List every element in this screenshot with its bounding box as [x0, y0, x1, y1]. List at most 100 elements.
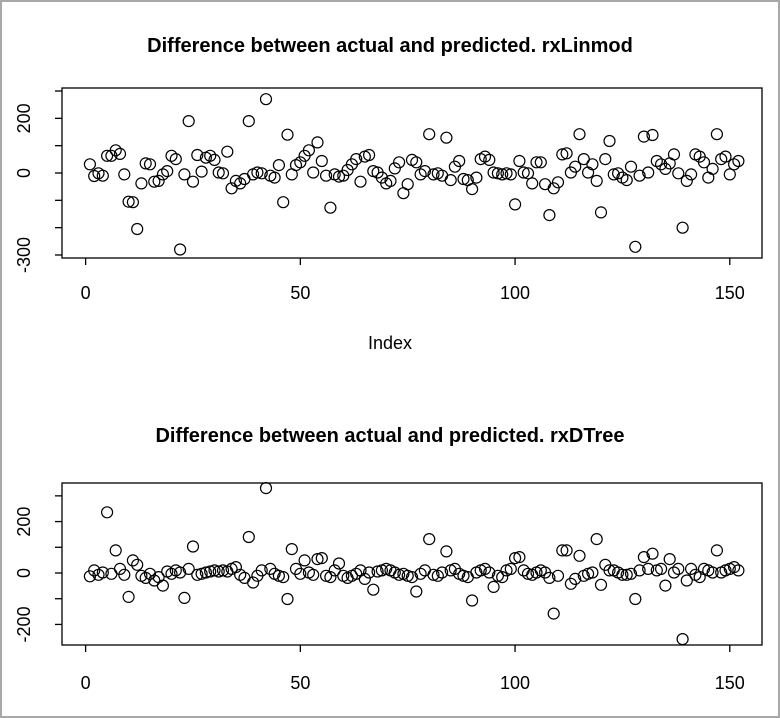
x-tick-label: 150 [715, 283, 745, 303]
data-point [547, 607, 560, 620]
data-point [440, 131, 453, 144]
data-point [478, 562, 492, 576]
data-point [216, 564, 230, 577]
data-point [573, 128, 586, 141]
data-point [710, 544, 724, 557]
data-point [427, 168, 440, 181]
plot-box [61, 482, 763, 646]
chart-title-rxdtree: Difference between actual and predicted.… [155, 425, 625, 447]
data-point [212, 565, 225, 578]
data-point [654, 158, 668, 171]
data-point [560, 544, 573, 557]
data-point [697, 156, 711, 169]
data-point [551, 176, 565, 189]
data-point [216, 167, 230, 180]
data-point [285, 542, 298, 556]
data-point [174, 566, 187, 579]
data-point [371, 565, 384, 578]
x-tick-label: 100 [500, 283, 530, 303]
data-point [268, 171, 281, 184]
data-point [659, 579, 672, 592]
data-point [663, 552, 676, 566]
data-point [530, 156, 543, 169]
data-point [311, 552, 324, 566]
data-point [642, 562, 655, 576]
data-point [466, 594, 479, 607]
data-point [457, 172, 470, 186]
data-point [298, 554, 311, 567]
data-point [139, 157, 152, 170]
data-point [624, 567, 638, 580]
data-point [560, 147, 573, 160]
data-point [259, 93, 273, 106]
data-point [594, 206, 608, 219]
data-point [470, 171, 483, 184]
x-tick-label: 0 [81, 283, 91, 303]
data-point [251, 166, 264, 179]
data-point [521, 167, 535, 180]
data-point [191, 148, 204, 162]
data-point [556, 148, 569, 161]
data-point [629, 592, 642, 606]
x-axis-label-index: Index [367, 333, 413, 353]
x-tick-label: 100 [500, 673, 530, 693]
data-point [624, 160, 638, 173]
data-point [126, 554, 139, 567]
data-point [526, 177, 539, 190]
data-point [586, 566, 599, 579]
chart-title-rxlinmod: Difference between actual and predicted.… [147, 35, 633, 57]
data-point [350, 153, 363, 166]
data-point [324, 201, 337, 214]
data-point [358, 572, 371, 586]
data-point [109, 144, 122, 157]
data-point [423, 532, 436, 546]
data-point [156, 168, 169, 181]
data-point [496, 168, 509, 181]
data-point [667, 148, 681, 161]
data-point [702, 171, 715, 184]
data-point [483, 153, 496, 166]
y-tick-label: -200 [14, 606, 34, 642]
data-point [131, 222, 144, 236]
plot-box [61, 87, 763, 259]
data-point [143, 158, 157, 171]
data-point [732, 564, 745, 577]
data-point [401, 178, 414, 191]
data-point [637, 130, 651, 143]
data-point [363, 148, 376, 162]
data-point [148, 175, 161, 188]
data-point [414, 168, 427, 181]
data-point [199, 566, 212, 579]
data-point [466, 183, 479, 196]
data-point [212, 166, 225, 179]
data-point [169, 153, 182, 166]
data-point [302, 144, 315, 157]
data-point [186, 175, 200, 188]
data-point [414, 567, 427, 580]
data-point [633, 564, 646, 577]
data-point [616, 568, 629, 581]
data-point [444, 174, 457, 187]
data-point [204, 565, 217, 578]
data-point [113, 147, 127, 160]
data-point [139, 571, 152, 585]
data-point [650, 154, 663, 168]
data-point [174, 243, 187, 256]
x-tick-label: 0 [81, 673, 91, 693]
data-point [156, 579, 169, 592]
data-point [504, 168, 517, 181]
data-point [118, 168, 131, 181]
data-point [320, 169, 333, 182]
data-point [676, 221, 689, 234]
data-point [410, 156, 423, 169]
data-point [332, 170, 346, 183]
x-tick-label: 50 [290, 673, 310, 693]
data-point [727, 158, 741, 171]
data-point [354, 175, 367, 188]
x-tick-label: 50 [290, 283, 310, 303]
data-point [118, 568, 131, 581]
data-point [551, 569, 565, 582]
data-point [436, 566, 449, 579]
data-point [706, 162, 719, 175]
